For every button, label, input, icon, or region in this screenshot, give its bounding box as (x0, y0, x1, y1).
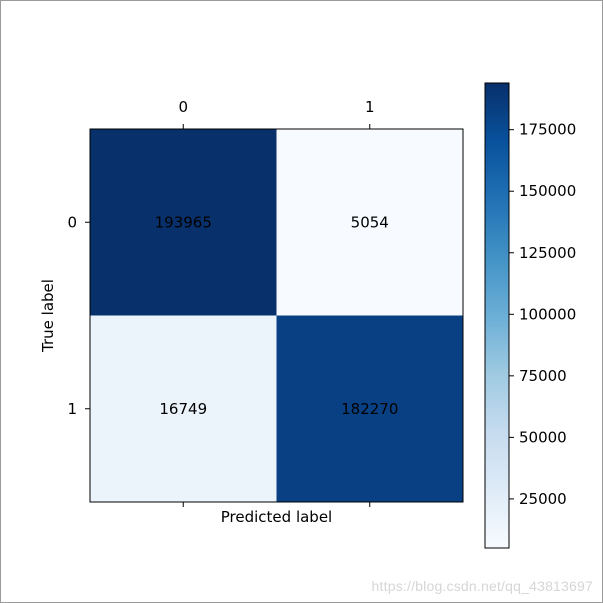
heatmap-cell-0-1 (276, 129, 463, 316)
cell-value-label-0-0: 193965 (155, 213, 212, 231)
colorbar-tick-label-5: 150000 (519, 182, 576, 200)
colorbar-tick-label-3: 100000 (519, 305, 576, 323)
colorbar-ticks: 25000 50000 75000 100000 125000 150000 175000 (509, 121, 576, 508)
heatmap-cell-1-1 (276, 315, 463, 502)
x-tick-label-0: 0 (178, 98, 188, 116)
colorbar (484, 82, 510, 549)
y-axis-ticks: 01 (67, 213, 90, 418)
y-axis-title: True label (39, 279, 57, 353)
y-tick-label-1: 1 (67, 400, 77, 418)
cell-value-label-1-0: 16749 (159, 400, 207, 418)
watermark-text: https://blog.csdn.net/qq_43813697 (371, 578, 593, 594)
cell-value-label-1-1: 182270 (341, 400, 398, 418)
colorbar-tick-label-0: 25000 (519, 490, 567, 508)
colorbar-tick-label-2: 75000 (519, 367, 567, 385)
colorbar-tick-label-1: 50000 (519, 428, 567, 446)
heatmap-cell-0-0 (90, 129, 277, 316)
x-axis-title: Predicted label (221, 508, 332, 526)
colorbar-tick-label-4: 125000 (519, 244, 576, 262)
colorbar-tick-label-6: 175000 (519, 121, 576, 139)
x-tick-label-1: 1 (365, 98, 375, 116)
heatmap-cell-labels: 193965 5054 16749 182270 (155, 213, 399, 418)
y-tick-label-0: 0 (67, 213, 77, 231)
heatmap-cells (90, 129, 463, 502)
heatmap-cell-1-0 (90, 315, 277, 502)
plot-area-border (89, 128, 464, 503)
cell-value-label-0-1: 5054 (351, 213, 389, 231)
